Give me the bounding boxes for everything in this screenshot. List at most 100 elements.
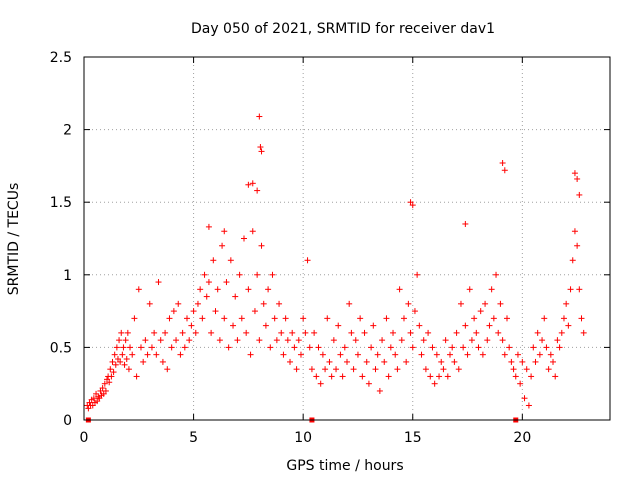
data-point <box>173 337 180 344</box>
x-tick-label: 20 <box>513 430 531 446</box>
data-point <box>563 300 570 307</box>
data-point <box>407 329 414 336</box>
data-point <box>451 358 458 365</box>
data-point <box>534 329 541 336</box>
data-point <box>569 257 576 264</box>
data-point <box>238 315 245 322</box>
data-point <box>578 315 585 322</box>
data-point <box>122 337 129 344</box>
data-point <box>508 358 515 365</box>
data-point <box>282 315 289 322</box>
data-point <box>418 351 425 358</box>
x-tick-label: 10 <box>294 430 312 446</box>
data-point <box>486 322 493 329</box>
data-point <box>216 337 223 344</box>
data-point <box>118 329 125 336</box>
data-point <box>475 344 482 351</box>
data-point <box>170 308 177 315</box>
data-point <box>273 337 280 344</box>
data-point <box>210 257 217 264</box>
data-point <box>488 286 495 293</box>
chart-title: Day 050 of 2021, SRMTID for receiver dav… <box>191 21 495 37</box>
data-point <box>344 358 350 365</box>
data-point <box>567 286 574 293</box>
data-point <box>339 373 346 380</box>
data-point <box>247 351 254 358</box>
data-point <box>532 358 539 365</box>
data-point <box>311 329 318 336</box>
data-point <box>164 366 171 373</box>
data-point <box>197 286 204 293</box>
data-point <box>240 235 247 242</box>
data-point <box>462 220 469 227</box>
data-point <box>90 395 97 402</box>
data-point <box>501 351 508 358</box>
data-point <box>201 271 208 278</box>
data-point <box>352 337 359 344</box>
data-point <box>499 159 506 166</box>
data-point <box>287 358 294 365</box>
data-point <box>304 257 311 264</box>
data-point <box>151 329 158 336</box>
data-point <box>199 315 206 322</box>
data-point <box>205 223 212 230</box>
data-point <box>123 356 130 363</box>
data-point <box>400 315 407 322</box>
data-point <box>392 351 399 358</box>
data-point <box>517 380 524 387</box>
data-point <box>503 315 510 322</box>
data-point <box>221 228 228 235</box>
data-point <box>576 286 583 293</box>
y-axis-label: SRMTID / TECUs <box>6 183 22 296</box>
data-point <box>140 358 147 365</box>
data-point <box>194 300 201 307</box>
data-point <box>462 322 469 329</box>
data-point <box>394 366 401 373</box>
data-point <box>482 300 489 307</box>
data-point <box>284 337 291 344</box>
data-point <box>205 279 212 286</box>
data-point <box>153 351 160 358</box>
data-point <box>157 337 164 344</box>
data-point <box>227 257 234 264</box>
data-point <box>234 337 241 344</box>
data-point <box>354 351 361 358</box>
data-point <box>280 351 287 358</box>
data-point <box>370 322 377 329</box>
data-point <box>293 366 300 373</box>
data-point <box>361 329 368 336</box>
data-point <box>308 366 315 373</box>
data-point <box>436 373 443 380</box>
data-point <box>203 293 210 300</box>
data-point <box>236 271 243 278</box>
y-axis: 0 0.5 1 1.5 2 2.5 <box>50 50 610 429</box>
data-point <box>383 315 390 322</box>
data-point <box>530 344 537 351</box>
data-point <box>363 358 370 365</box>
data-point <box>107 366 114 373</box>
data-point <box>267 344 274 351</box>
data-point <box>396 286 403 293</box>
data-point <box>416 322 423 329</box>
data-point <box>521 395 528 402</box>
data-point <box>495 329 502 336</box>
data-point <box>119 351 126 358</box>
data-point <box>131 315 138 322</box>
data-point <box>245 286 252 293</box>
data-point <box>381 358 388 365</box>
data-point <box>372 366 379 373</box>
x-axis: 0 5 10 15 20 <box>80 57 531 446</box>
data-point <box>155 279 162 286</box>
data-point <box>124 329 131 336</box>
data-point <box>473 329 480 336</box>
x-tick-label: 0 <box>80 430 89 446</box>
data-point <box>536 351 543 358</box>
data-point <box>113 344 120 351</box>
data-point <box>95 393 102 400</box>
data-point <box>543 344 550 351</box>
data-point <box>306 344 313 351</box>
data-point <box>414 271 421 278</box>
data-point <box>278 329 285 336</box>
data-point <box>146 300 153 307</box>
data-point <box>214 286 221 293</box>
